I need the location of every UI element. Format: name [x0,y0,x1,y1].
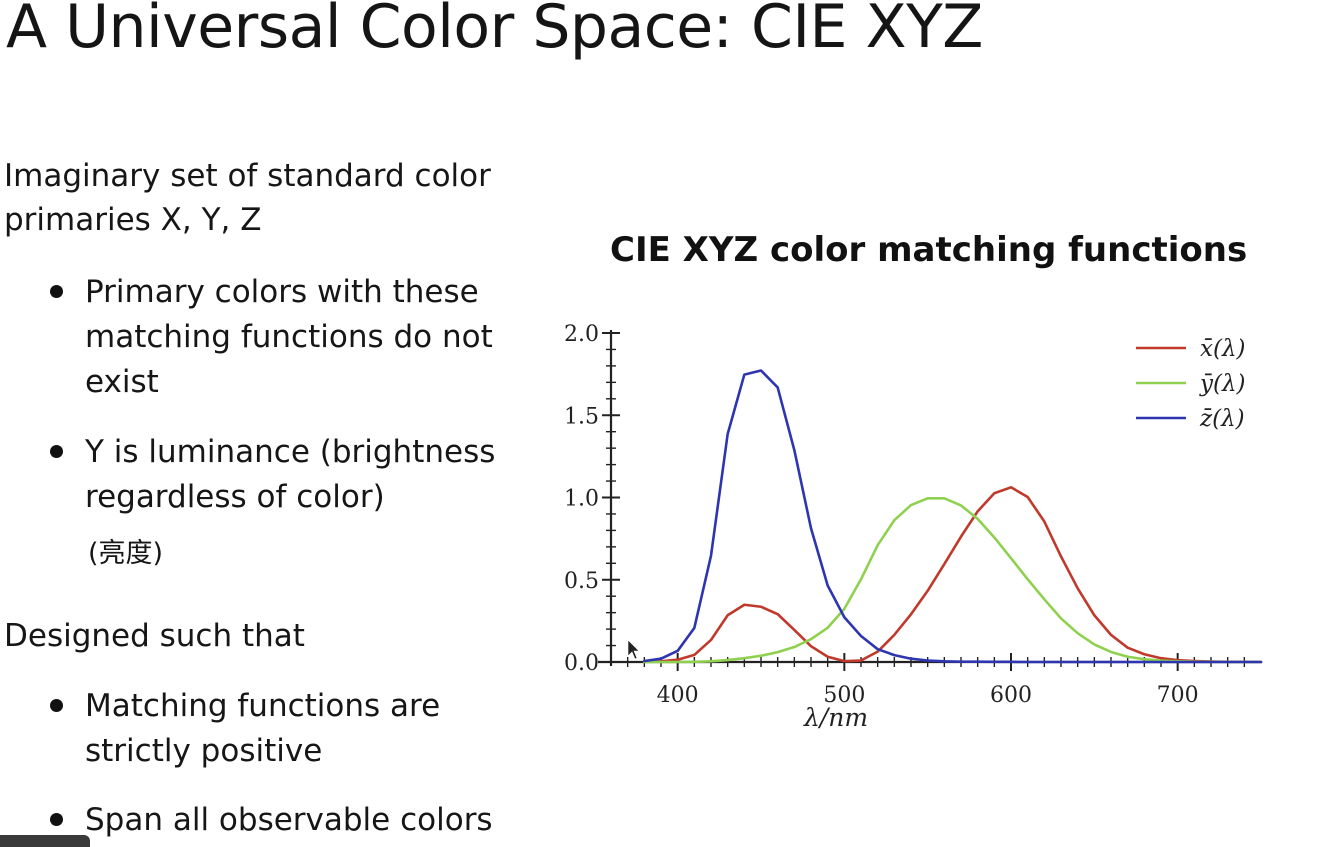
y-tick-label: 1.0 [564,487,599,512]
legend-label-y_bar: ȳ(λ) [1199,371,1246,397]
legend-label-z_bar: z̄(λ) [1199,406,1245,432]
bullet-text: Matching functions are strictly positive [85,688,441,769]
bullet-text: Span all observable colors [85,802,493,838]
color-matching-chart: 400 500 600 700 0.0 0.5 1.0 1.5 2.0 λ/nm x̄(λ) ȳ(λ… [564,322,1263,732]
y-tick-label: 0.0 [564,651,599,676]
bullet-dot [50,445,63,458]
y-tick-label: 2.0 [564,322,599,347]
designed-text: Designed such that [4,618,305,654]
series-line-x_bar [643,486,1263,664]
y-tick-label: 0.5 [564,569,599,594]
bullet-text: Primary colors with these matching funct… [85,274,493,400]
x-axis-label: λ/nm [803,703,868,732]
bottom-tab [0,835,90,847]
x-tick-label: 700 [1157,683,1199,708]
x-tick-label: 400 [657,683,699,708]
legend-label-x_bar: x̄(λ) [1200,336,1246,362]
intro-text: Imaginary set of standard color primarie… [4,158,491,238]
x-tick-label: 500 [823,683,865,708]
bullet-dot [50,813,63,826]
series-line-z_bar [643,369,1263,664]
curves [643,369,1263,664]
legend: x̄(λ) ȳ(λ) z̄(λ) [1136,336,1246,432]
slide-title: A Universal Color Space: CIE XYZ [6,0,983,62]
axes: 400 500 600 700 0.0 0.5 1.0 1.5 2.0 λ/nm [564,322,1261,732]
chinese-note: (亮度) [88,538,164,569]
mouse-cursor-icon [627,639,640,660]
bullet-dot [50,285,63,298]
chart-title: CIE XYZ color matching functions [610,230,1248,270]
slide-body: Imaginary set of standard color primarie… [4,0,524,847]
y-tick-label: 1.5 [564,404,599,429]
x-tick-label: 600 [990,683,1032,708]
bullet-dot [50,699,63,712]
bullet-text: Y is luminance (brightness regardless of… [85,434,496,515]
series-line-y_bar [643,497,1263,664]
